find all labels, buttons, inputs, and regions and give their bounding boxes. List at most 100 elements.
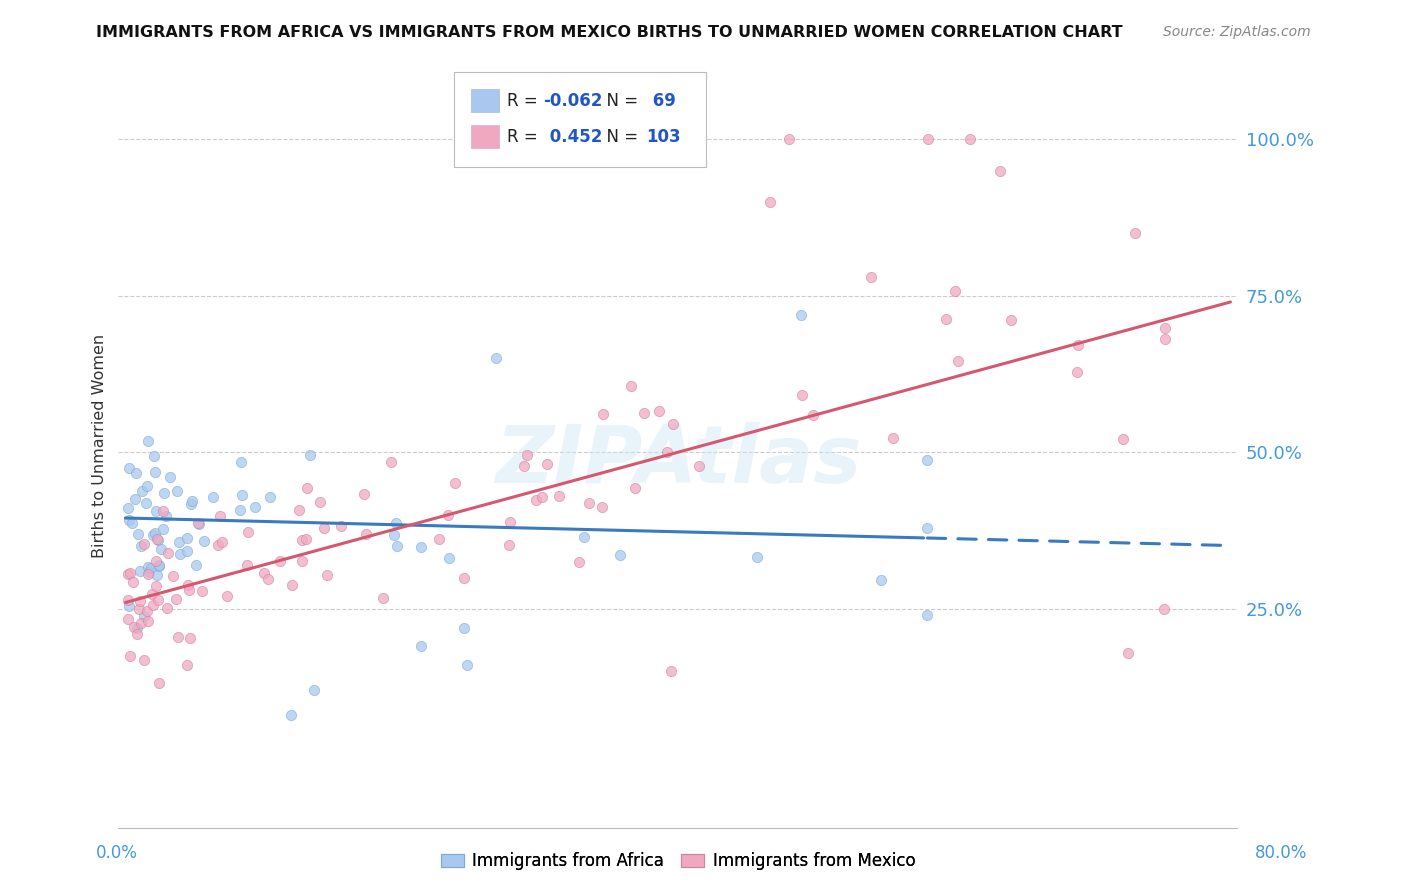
Point	[231, 455, 253, 469]
Point	[236, 558, 259, 572]
Text: 0.452: 0.452	[544, 128, 602, 145]
FancyBboxPatch shape	[454, 71, 706, 167]
Point	[1066, 338, 1088, 352]
Point	[568, 555, 591, 569]
Point	[1000, 313, 1022, 327]
Text: ZIPAtlas: ZIPAtlas	[495, 422, 860, 500]
Text: R =: R =	[506, 92, 543, 110]
Point	[142, 528, 165, 542]
Point	[943, 284, 966, 298]
Point	[125, 621, 148, 635]
Point	[882, 431, 904, 445]
Point	[380, 455, 402, 469]
Point	[1153, 321, 1175, 335]
Point	[139, 561, 162, 575]
Point	[141, 587, 163, 601]
Point	[165, 592, 187, 607]
Point	[524, 492, 547, 507]
Point	[870, 573, 893, 587]
Point	[145, 553, 167, 567]
Point	[915, 608, 938, 623]
Point	[915, 521, 938, 535]
Point	[662, 417, 685, 431]
Point	[167, 630, 190, 644]
Point	[298, 448, 321, 462]
Point	[187, 516, 209, 530]
Point	[655, 445, 678, 459]
Point	[121, 516, 143, 530]
Point	[120, 566, 142, 581]
Point	[146, 532, 169, 546]
Point	[411, 540, 433, 554]
Point	[316, 568, 339, 582]
Point	[229, 502, 252, 516]
Point	[145, 579, 167, 593]
Point	[124, 491, 146, 506]
Point	[117, 593, 139, 607]
Point	[191, 583, 214, 598]
Point	[287, 502, 309, 516]
Point	[457, 658, 479, 673]
Point	[256, 572, 278, 586]
Point	[134, 653, 156, 667]
Point	[148, 592, 170, 607]
Point	[176, 532, 198, 546]
Point	[125, 466, 148, 480]
Point	[146, 533, 169, 547]
Point	[382, 528, 405, 542]
Point	[747, 549, 769, 564]
Point	[202, 490, 225, 504]
Point	[187, 516, 209, 531]
Point	[253, 566, 276, 580]
Point	[142, 598, 165, 612]
Point	[385, 539, 408, 553]
Point	[536, 458, 558, 472]
Point	[156, 600, 179, 615]
Point	[155, 509, 177, 524]
Point	[592, 407, 614, 421]
Point	[129, 594, 152, 608]
Point	[145, 568, 167, 582]
Point	[1123, 226, 1146, 240]
Point	[176, 657, 198, 672]
Point	[946, 353, 969, 368]
Point	[118, 649, 141, 664]
Point	[437, 508, 460, 523]
Point	[295, 481, 318, 495]
Point	[135, 496, 157, 510]
Point	[132, 608, 155, 623]
Point	[145, 503, 167, 517]
Point	[633, 406, 655, 420]
Point	[531, 490, 554, 504]
Point	[150, 541, 173, 556]
Point	[1112, 433, 1135, 447]
Point	[444, 475, 467, 490]
Point	[122, 620, 145, 634]
Point	[217, 589, 239, 603]
Point	[623, 481, 645, 495]
Point	[136, 479, 159, 493]
Point	[291, 554, 314, 568]
Text: N =: N =	[596, 92, 644, 110]
Point	[152, 486, 174, 500]
Point	[790, 388, 813, 402]
Point	[429, 532, 451, 546]
Point	[156, 546, 179, 560]
Point	[167, 534, 190, 549]
Point	[127, 526, 149, 541]
Point	[243, 500, 266, 514]
Point	[136, 614, 159, 628]
Point	[353, 487, 375, 501]
Point	[117, 612, 139, 626]
Point	[1154, 333, 1177, 347]
Point	[790, 308, 813, 322]
Text: 103: 103	[647, 128, 681, 145]
Point	[180, 497, 202, 511]
Text: R =: R =	[506, 128, 543, 145]
Point	[184, 558, 207, 572]
Point	[294, 533, 316, 547]
Point	[193, 533, 215, 548]
Point	[143, 465, 166, 479]
Point	[117, 566, 139, 581]
Point	[485, 351, 508, 366]
